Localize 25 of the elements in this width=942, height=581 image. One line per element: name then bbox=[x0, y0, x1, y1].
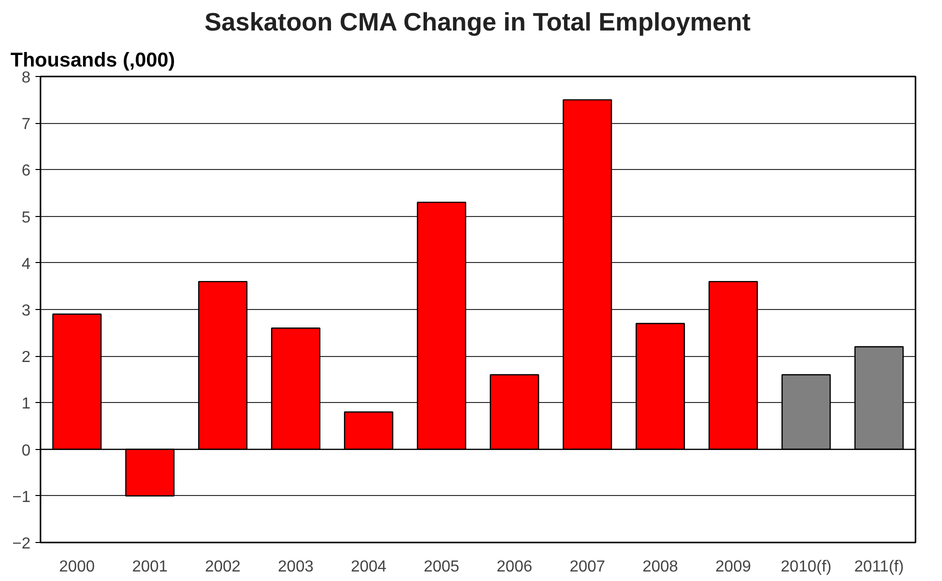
x-tick-label: 2004 bbox=[350, 558, 387, 576]
x-tick-label: 2006 bbox=[496, 558, 532, 576]
x-tick-label: 2010(f) bbox=[780, 558, 832, 576]
x-tick-label: 2003 bbox=[278, 558, 314, 576]
chart-title: Saskatoon CMA Change in Total Employment bbox=[204, 8, 752, 36]
y-tick-label: 3 bbox=[22, 302, 31, 320]
y-tick-label: 0 bbox=[22, 442, 31, 460]
y-tick-label: 6 bbox=[22, 162, 31, 180]
y-tick-label: 7 bbox=[22, 116, 31, 134]
y-tick-label: −2 bbox=[12, 536, 31, 552]
x-tick-label: 2000 bbox=[59, 558, 95, 576]
y-axis-title: Thousands (,000) bbox=[10, 50, 175, 72]
x-tick-label: 2009 bbox=[715, 558, 752, 576]
x-tick-label: 2005 bbox=[424, 558, 460, 576]
y-tick-label: 1 bbox=[22, 396, 31, 413]
x-tick-label: 2002 bbox=[204, 558, 241, 576]
x-tick-label: 2001 bbox=[132, 558, 168, 576]
x-tick-label: 2007 bbox=[570, 558, 606, 576]
x-tick-label: 2008 bbox=[642, 558, 678, 576]
x-tick-label: 2011(f) bbox=[854, 558, 904, 576]
y-tick-label: 5 bbox=[22, 209, 31, 226]
y-tick-label: 8 bbox=[22, 70, 31, 86]
y-tick-label: −1 bbox=[12, 488, 31, 506]
y-tick-label: 2 bbox=[22, 349, 31, 366]
y-tick-label: 4 bbox=[22, 256, 31, 273]
